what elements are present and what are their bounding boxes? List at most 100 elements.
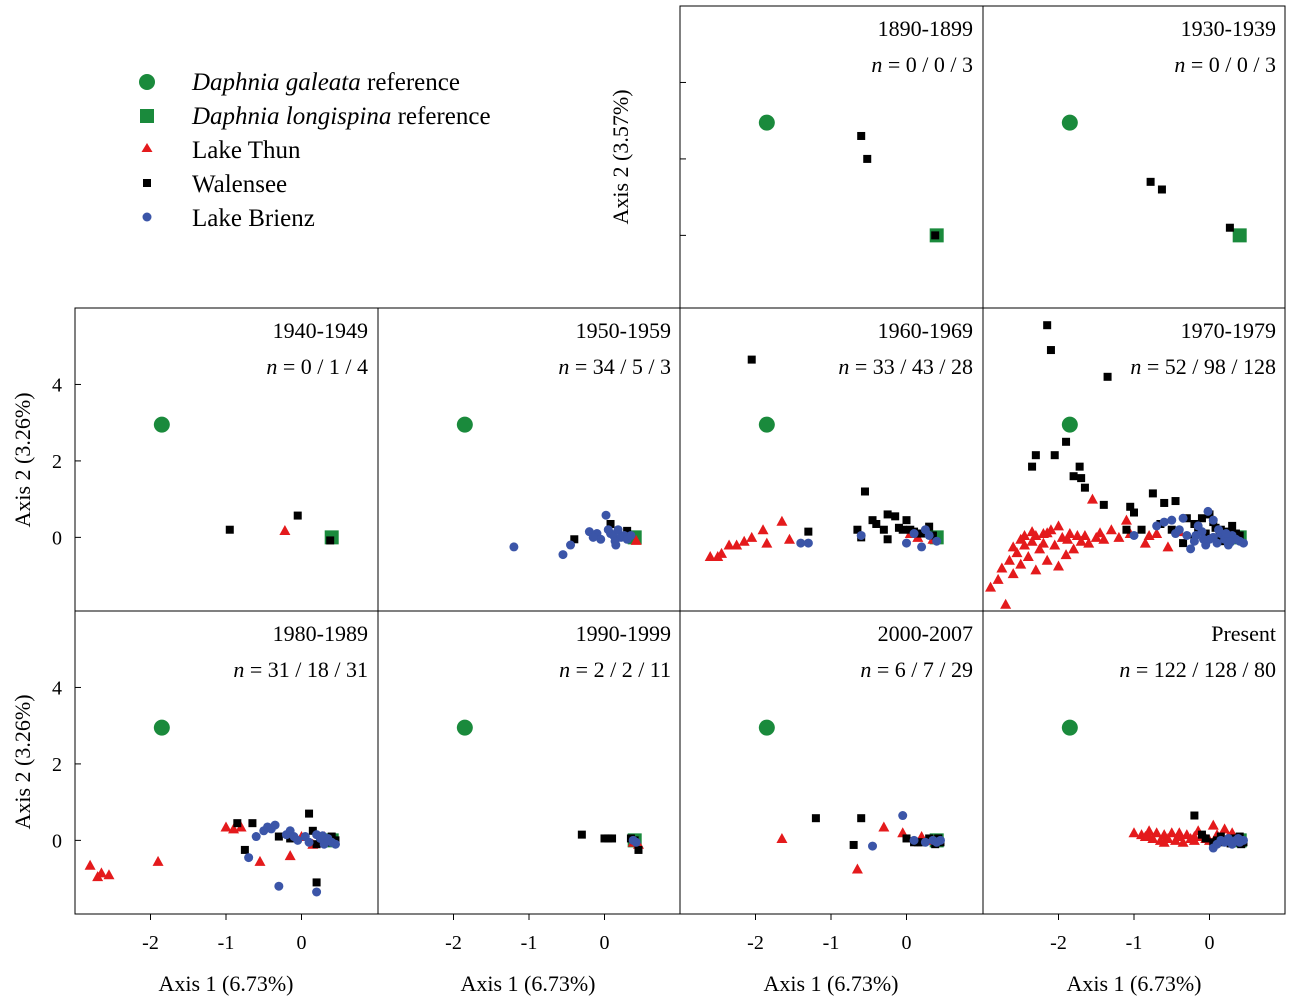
thun-point	[1053, 560, 1064, 571]
thun-point	[757, 524, 769, 535]
walensee-point	[857, 131, 866, 140]
panel-period-label: 1960-1969	[878, 318, 973, 343]
brienz-point	[1214, 525, 1224, 535]
axis-ticks: 0 2 4 0 2 4 -2 -1 0 -2 -1 0 -2 -1 0 -2 -1 0	[52, 81, 1215, 954]
panel-1960-1969: 1960-1969 n = 33 / 43 / 28	[704, 318, 973, 561]
walensee-point	[857, 814, 866, 823]
legend-label-galeata-italic: Daphnia galeata	[191, 69, 361, 96]
thun-point	[1030, 564, 1042, 575]
x-axis-title-col-3: Axis 1 (6.73%)	[763, 971, 898, 996]
brienz-point	[917, 542, 927, 552]
walensee-point	[1235, 531, 1244, 540]
brienz-point	[304, 837, 314, 847]
walensee-point	[747, 355, 756, 364]
panel-n-label: n = 0 / 0 / 3	[871, 52, 973, 77]
brienz-point	[312, 887, 322, 897]
brienz-point	[856, 530, 866, 540]
legend-label-galeata-rest: reference	[361, 69, 460, 96]
brienz-point	[1198, 534, 1208, 544]
thun-point	[284, 850, 296, 861]
thun-point	[1053, 520, 1064, 531]
thun-point	[1177, 836, 1189, 847]
walensee-point	[1190, 811, 1199, 820]
panel-1930-1939: 1930-1939 n = 0 / 0 / 3	[1061, 16, 1276, 243]
thun-point	[704, 550, 716, 561]
walensee-point	[623, 526, 632, 535]
walensee-point	[326, 536, 335, 545]
thun-point	[1075, 535, 1087, 546]
x-tick-label-col0-1: -1	[218, 932, 235, 954]
thun-point	[1166, 827, 1178, 838]
brienz-point	[909, 835, 919, 845]
thun-point	[738, 535, 750, 546]
walensee-point	[1046, 346, 1055, 355]
brienz-point	[1191, 530, 1201, 540]
thun-point	[1068, 543, 1080, 554]
thun-point	[1207, 819, 1219, 830]
thun-point	[1064, 528, 1076, 539]
brienz-point	[626, 530, 636, 540]
brienz-point	[803, 538, 813, 548]
thun-point	[1219, 823, 1231, 834]
walensee-point	[849, 840, 858, 849]
thun-point	[776, 832, 788, 843]
walensee-point	[1137, 525, 1146, 534]
x-tick-label-col0-2: 0	[297, 932, 307, 954]
y-axis-title-middle-row: Axis 2 (3.26%)	[10, 392, 35, 527]
scatter-panels: 1890-1899 n = 0 / 0 / 3 1930-1939 n = 0 / 0…	[84, 16, 1276, 897]
panel-n-symbol: n	[860, 657, 871, 682]
walensee-point	[1075, 462, 1084, 471]
panel-frames	[74, 5, 1286, 915]
legend-marker-longispina	[140, 109, 154, 123]
brienz-point	[1212, 538, 1222, 548]
panel-period-label: 1990-1999	[576, 621, 671, 646]
brienz-point	[601, 510, 611, 520]
thun-point	[103, 869, 115, 880]
walensee-point	[293, 511, 302, 520]
walensee-point	[883, 510, 892, 519]
walensee-point	[863, 154, 872, 163]
walensee-point	[872, 519, 881, 528]
y-axis-title-top-row: Axis 2 (3.57%)	[608, 89, 633, 224]
thun-point	[1034, 543, 1046, 554]
panel-n-value: = 52 / 98 / 128	[1141, 354, 1276, 379]
walensee-point	[248, 819, 257, 828]
walensee-point	[811, 814, 820, 823]
brienz-point	[558, 550, 568, 560]
thun-point	[1083, 537, 1095, 548]
x-tick-label-col3-1: -1	[1126, 932, 1143, 954]
thun-point	[1151, 528, 1163, 539]
galeata-reference-point	[758, 719, 775, 736]
legend-label-longispina: Daphnia longispina reference	[191, 103, 491, 130]
panel-n-label: n = 34 / 5 / 3	[558, 354, 671, 379]
walensee-point	[1201, 834, 1210, 843]
x-tick-label-col1-2: 0	[600, 932, 610, 954]
walensee-point	[225, 525, 234, 534]
legend-label-longispina-rest: reference	[391, 103, 490, 130]
walensee-point	[804, 527, 813, 536]
thun-point	[776, 515, 788, 526]
galeata-reference-point	[758, 114, 775, 131]
panel-n-label: n = 0 / 0 / 3	[1174, 52, 1276, 77]
x-axis-title-col-2: Axis 1 (6.73%)	[460, 971, 595, 996]
panel-n-value: = 2 / 2 / 11	[570, 657, 671, 682]
walensee-point	[898, 525, 907, 534]
brienz-point	[628, 835, 638, 845]
thun-point	[716, 547, 728, 558]
brienz-point	[1208, 515, 1218, 525]
y-tick-label-row1-0: 0	[52, 527, 62, 549]
panel-1950-1959: 1950-1959 n = 34 / 5 / 3	[456, 318, 671, 560]
brienz-point	[1152, 521, 1162, 531]
walensee-point	[634, 845, 643, 854]
panel-1940-1949: 1940-1949 n = 0 / 1 / 4	[153, 318, 368, 545]
legend: Daphnia galeata reference Daphnia longis…	[139, 69, 491, 232]
panel-n-symbol: n	[1119, 657, 1130, 682]
thun-point	[1120, 514, 1132, 525]
walensee-point	[577, 830, 586, 839]
panel-1980-1989: 1980-1989 n = 31 / 18 / 31	[84, 621, 368, 897]
thun-point	[783, 533, 795, 544]
brienz-point	[868, 841, 878, 851]
walensee-point	[1077, 474, 1086, 483]
panel-n-label: n = 33 / 43 / 28	[838, 354, 973, 379]
